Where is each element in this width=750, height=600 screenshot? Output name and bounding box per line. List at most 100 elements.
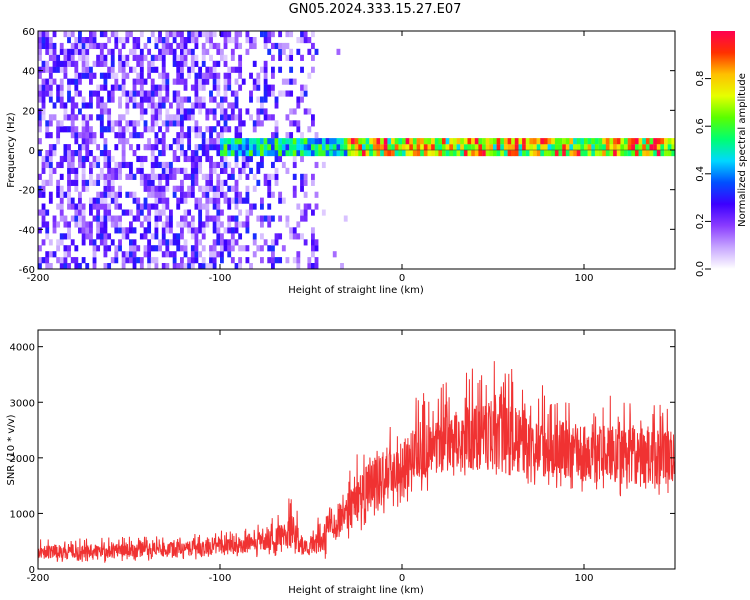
heatmap-cell	[238, 108, 243, 115]
heatmap-cell	[300, 54, 304, 61]
heatmap-cell	[223, 227, 228, 234]
heatmap-cell	[78, 132, 82, 139]
heatmap-cell	[176, 155, 181, 163]
heatmap-cell	[318, 144, 323, 151]
heatmap-cell	[212, 227, 217, 234]
heatmap-cell	[605, 138, 610, 145]
heatmap-cell	[96, 197, 101, 204]
heatmap-cell	[300, 96, 304, 103]
heatmap-cell	[187, 132, 192, 139]
heatmap-cell	[143, 173, 148, 180]
heatmap-cell	[194, 144, 199, 151]
heatmap-cell	[78, 78, 82, 85]
heatmap-cell	[249, 37, 253, 44]
heatmap-cell	[121, 126, 126, 133]
heatmap-cell	[249, 150, 253, 157]
heatmap-cell	[303, 138, 308, 145]
heatmap-cell	[281, 138, 286, 145]
heatmap-cell	[598, 144, 603, 151]
heatmap-cell	[260, 233, 264, 240]
heatmap-cell	[118, 114, 122, 121]
heatmap-cell	[383, 144, 388, 151]
heatmap-cell	[271, 257, 275, 264]
heatmap-cell	[52, 144, 57, 151]
heatmap-cell	[252, 173, 257, 180]
heatmap-cell	[136, 42, 141, 50]
heatmap-cell	[99, 31, 104, 38]
heatmap-cell	[580, 144, 585, 151]
heatmap-cell	[303, 239, 308, 246]
heatmap-cell	[227, 102, 232, 109]
heatmap-cell	[114, 120, 119, 127]
heatmap-cell	[336, 48, 341, 55]
heatmap-cell	[110, 221, 115, 228]
heatmap-cell	[110, 66, 115, 73]
heatmap-cell	[78, 161, 82, 169]
heatmap-cell	[514, 138, 519, 145]
heatmap-cell	[172, 251, 177, 258]
heatmap-cell	[103, 144, 108, 151]
heatmap-cell	[230, 48, 235, 55]
heatmap-cell	[227, 138, 232, 145]
heatmap-cell	[92, 161, 97, 169]
heatmap-cell	[70, 132, 75, 139]
heatmap-cell	[271, 173, 275, 180]
heatmap-cell	[78, 108, 82, 115]
heatmap-cell	[85, 144, 90, 151]
heatmap-cell	[347, 144, 352, 151]
heatmap-cell	[190, 126, 195, 133]
heatmap-cell	[74, 138, 79, 145]
heatmap-cell	[278, 191, 283, 198]
heatmap-cell	[67, 251, 71, 258]
heatmap-cell	[223, 138, 228, 145]
heatmap-cell	[103, 126, 108, 133]
heatmap-cell	[227, 239, 232, 246]
heatmap-cell	[121, 233, 126, 240]
heatmap-cell	[107, 37, 112, 44]
heatmap-cell	[180, 167, 184, 174]
heatmap-cell	[503, 138, 508, 145]
heatmap-cell	[48, 150, 53, 157]
heatmap-cell	[70, 155, 75, 163]
heatmap-cell	[267, 257, 272, 264]
heatmap-cell	[307, 138, 312, 145]
y-tick-label: -20	[19, 186, 35, 197]
heatmap-cell	[154, 102, 159, 109]
heatmap-cell	[96, 114, 101, 121]
spectrogram-cells	[38, 31, 675, 269]
heatmap-cell	[70, 54, 75, 61]
heatmap-cell	[74, 126, 79, 133]
heatmap-cell	[154, 42, 159, 50]
heatmap-cell	[103, 215, 108, 222]
heatmap-cell	[416, 138, 421, 145]
heatmap-cell	[114, 257, 119, 264]
heatmap-cell	[267, 84, 272, 91]
heatmap-cell	[296, 233, 301, 240]
heatmap-cell	[514, 150, 519, 157]
heatmap-cell	[180, 150, 184, 157]
heatmap-cell	[59, 203, 64, 210]
heatmap-cell	[150, 179, 155, 186]
heatmap-cell	[41, 114, 46, 121]
heatmap-cell	[48, 155, 53, 163]
heatmap-cell	[463, 150, 468, 157]
heatmap-cell	[125, 209, 130, 216]
heatmap-cell	[201, 173, 206, 180]
heatmap-cell	[190, 245, 195, 252]
heatmap-cell	[263, 173, 268, 180]
heatmap-cell	[52, 54, 57, 61]
heatmap-cell	[190, 114, 195, 121]
heatmap-cell	[493, 144, 497, 151]
heatmap-cell	[172, 150, 177, 157]
heatmap-cell	[642, 150, 647, 157]
heatmap-cell	[187, 96, 192, 103]
heatmap-cell	[165, 221, 170, 228]
heatmap-cell	[460, 144, 465, 151]
spectrogram-frame	[37, 30, 676, 270]
heatmap-cell	[154, 114, 159, 121]
heatmap-cell	[114, 173, 119, 180]
heatmap-cell	[420, 150, 425, 157]
heatmap-cell	[303, 84, 308, 91]
heatmap-cell	[99, 102, 104, 109]
heatmap-cell	[158, 108, 162, 115]
